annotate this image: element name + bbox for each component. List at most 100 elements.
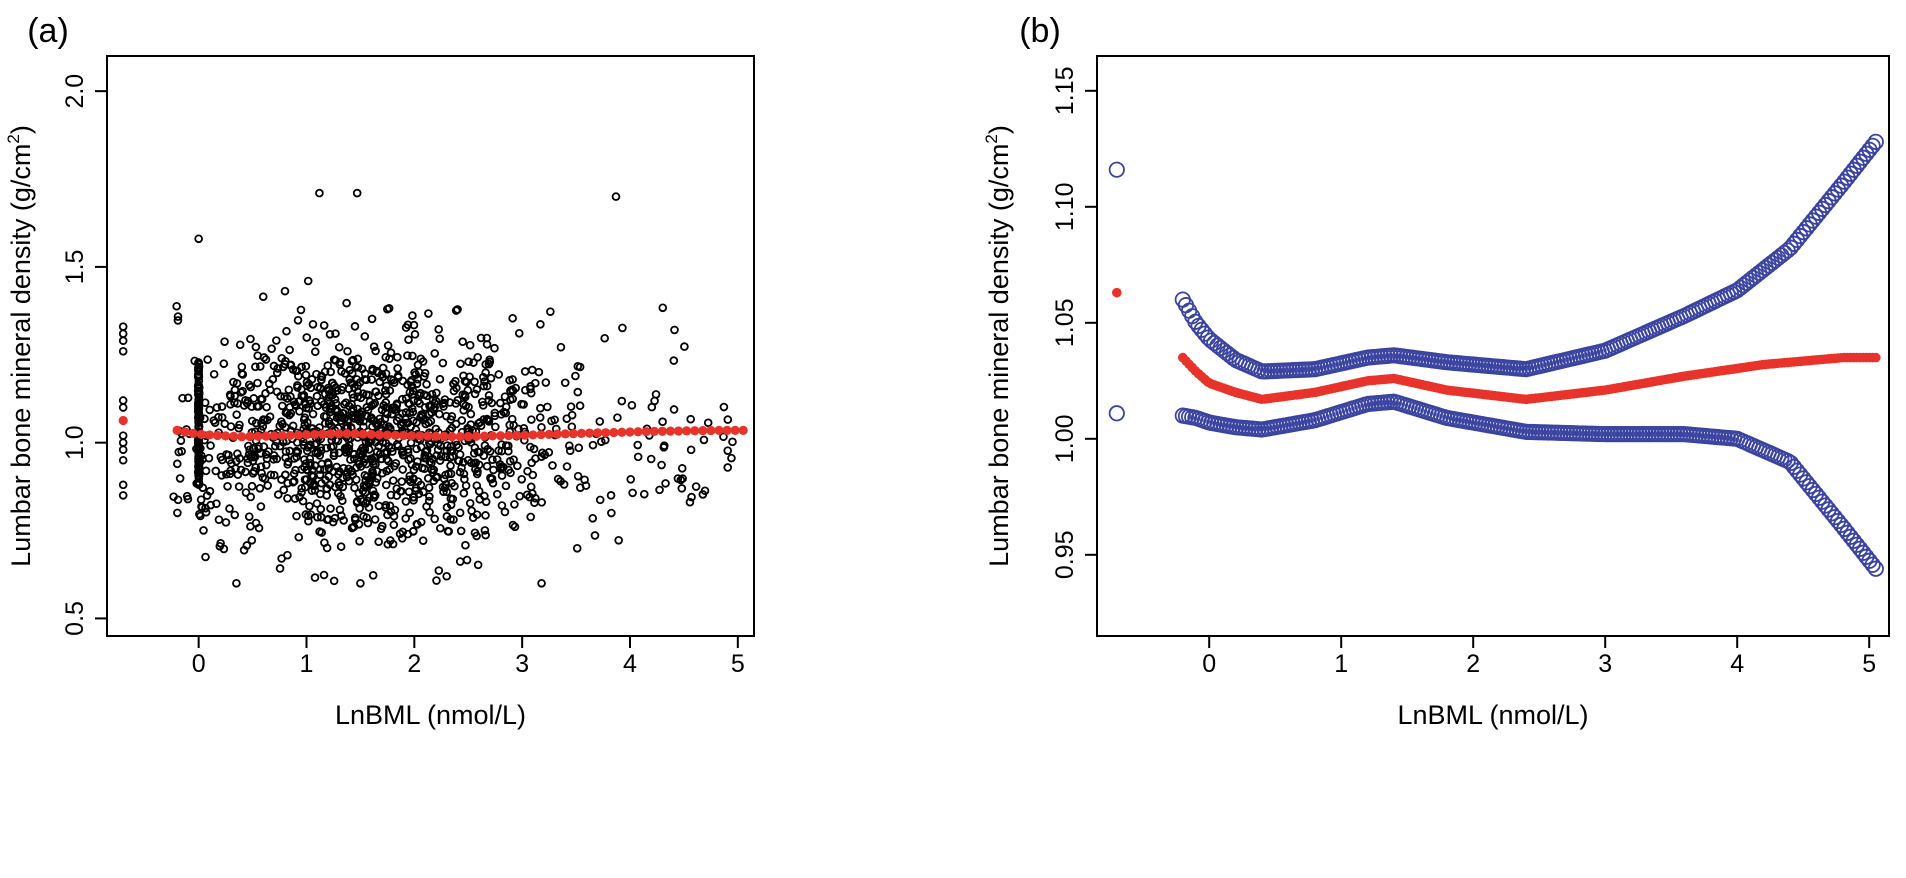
data-point [173, 316, 183, 325]
data-point [670, 325, 679, 335]
y-axis-title: Lumbar bone mineral density (g/cm2) [982, 125, 1014, 567]
data-point [194, 390, 204, 400]
data-point [290, 494, 300, 503]
data-point [349, 449, 359, 459]
data-point [480, 526, 490, 535]
data-point [460, 392, 470, 402]
data-point [508, 520, 518, 530]
data-point [183, 393, 193, 403]
data-point [316, 443, 326, 453]
data-point [401, 323, 411, 332]
data-point [617, 396, 627, 406]
y-tick-label: 1.15 [1051, 66, 1079, 115]
fit-point [682, 426, 692, 436]
fit-point [512, 430, 522, 441]
fit-point [495, 431, 506, 441]
data-point [382, 454, 392, 464]
data-point [475, 495, 485, 504]
fit-point [625, 427, 635, 437]
data-point [118, 455, 128, 465]
data-point [302, 475, 311, 484]
data-point [573, 387, 583, 397]
data-point [232, 578, 241, 588]
data-point [455, 508, 465, 518]
data-point [408, 474, 418, 484]
data-point [565, 446, 575, 456]
data-point [302, 446, 312, 456]
data-point [343, 346, 352, 356]
data-point [249, 443, 258, 453]
data-point [541, 378, 551, 387]
data-point [618, 323, 627, 333]
data-point [183, 494, 193, 504]
data-point [260, 474, 270, 484]
data-point [356, 578, 365, 588]
fit-point [374, 430, 384, 440]
y-tick-label: 1.00 [1051, 414, 1079, 463]
data-point [661, 479, 670, 488]
data-point [315, 465, 325, 474]
data-point [304, 379, 314, 389]
fit-point [698, 425, 708, 436]
data-point [456, 359, 465, 369]
data-point [293, 447, 303, 457]
data-point [350, 322, 360, 331]
fit-point [536, 430, 546, 440]
data-point [536, 403, 545, 413]
data-point [438, 358, 448, 368]
data-point [173, 312, 183, 321]
fit-point [544, 429, 554, 440]
data-point [466, 409, 476, 419]
data-point [407, 375, 416, 385]
data-point [172, 301, 181, 311]
data-point [413, 360, 423, 370]
data-point [527, 415, 536, 424]
fit-point [665, 426, 676, 436]
data-point [118, 396, 128, 405]
fit-point [738, 425, 748, 435]
fit-point [415, 431, 425, 441]
data-point [298, 437, 308, 446]
data-point [466, 458, 476, 468]
data-point [306, 458, 315, 468]
data-point [360, 332, 370, 341]
data-point [381, 408, 390, 417]
data-point [472, 481, 482, 490]
data-point [397, 394, 407, 404]
data-point [398, 527, 408, 537]
data-point [275, 421, 285, 431]
fit-point [293, 430, 304, 440]
data-point [211, 466, 221, 476]
data-point [459, 371, 468, 381]
data-point [220, 337, 229, 346]
data-point [522, 490, 532, 500]
fit-point [301, 430, 312, 440]
data-point [276, 391, 285, 401]
data-point [728, 437, 737, 447]
data-point [255, 483, 265, 493]
data-point [449, 515, 458, 524]
x-tick-label: 1 [300, 650, 314, 678]
data-point [262, 402, 271, 412]
data-point [348, 369, 357, 378]
data-point [341, 448, 351, 457]
data-point [597, 437, 606, 446]
data-point [247, 481, 257, 491]
data-point [363, 406, 373, 415]
data-point [391, 405, 401, 414]
data-point [221, 518, 231, 527]
data-point [280, 286, 290, 296]
data-point [435, 334, 445, 344]
data-point [231, 464, 240, 473]
data-point [354, 457, 363, 466]
data-point [297, 488, 306, 497]
data-point [422, 446, 432, 455]
data-point [374, 537, 383, 547]
data-point [195, 413, 205, 423]
data-point [386, 348, 396, 358]
data-point [383, 341, 393, 350]
series-observations [118, 188, 737, 588]
fit-point [342, 428, 352, 439]
data-point [302, 465, 312, 474]
data-point [331, 329, 340, 338]
